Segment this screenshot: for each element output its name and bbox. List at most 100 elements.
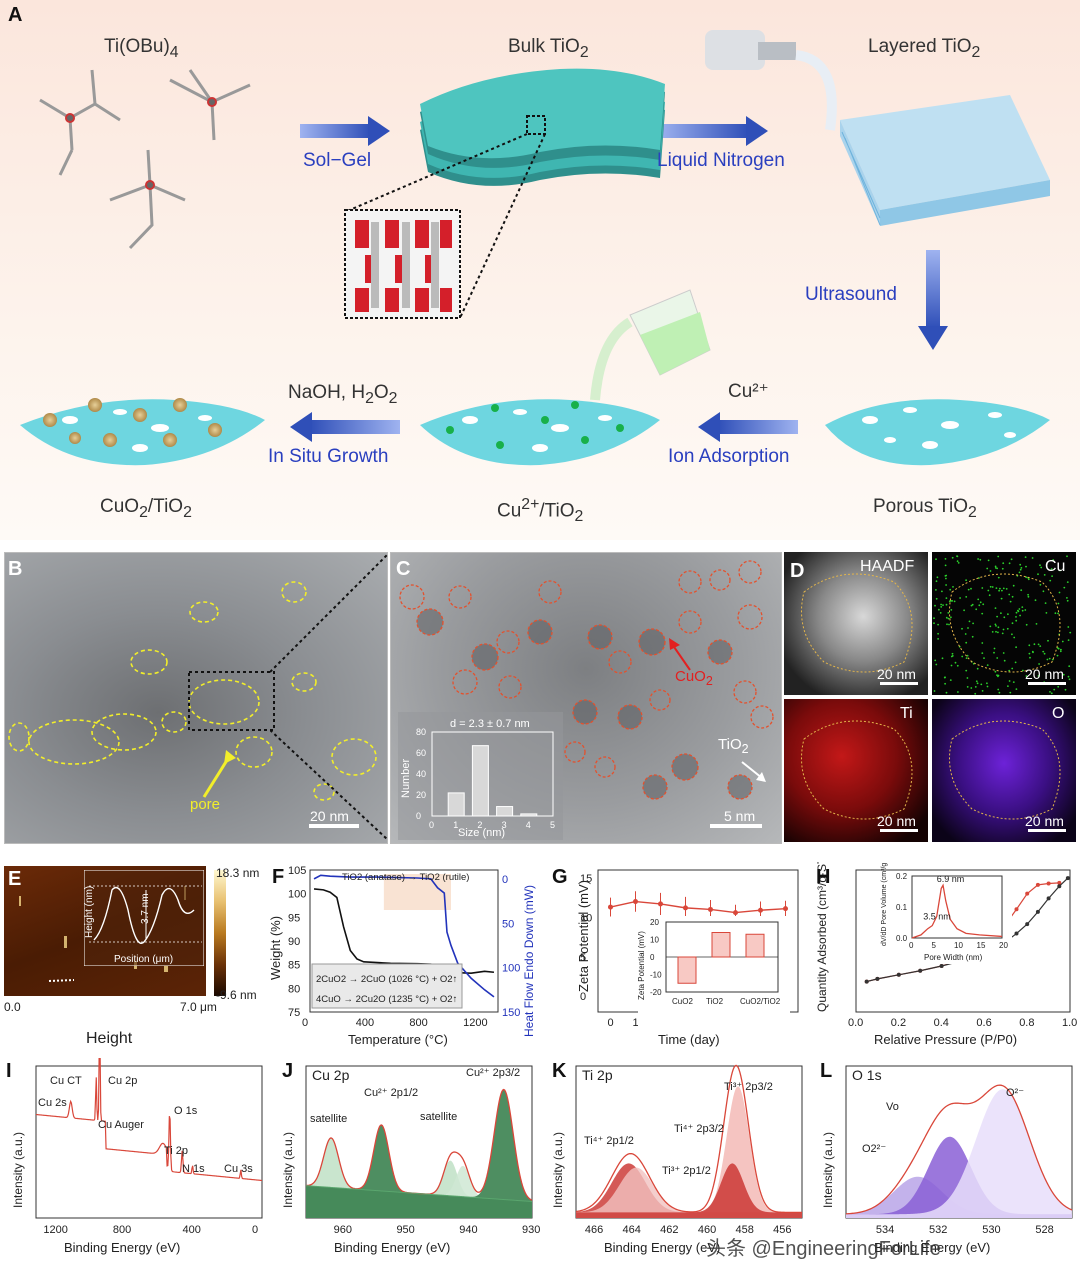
f-xlabel: Temperature (°C) (348, 1032, 448, 1047)
h-inset-xtick: 10 (954, 941, 963, 950)
f-ytick: 105 (288, 865, 306, 877)
cu-signal-dot (965, 579, 967, 582)
cu-signal-dot (1025, 576, 1028, 579)
hist-xtick: 2 (477, 820, 482, 830)
cu-signal-dot (1009, 600, 1012, 603)
scale-d2: 20 nm (1025, 666, 1064, 682)
xps-xlabel: Binding Energy (eV) (874, 1240, 990, 1255)
i-peak-label: N 1s (182, 1163, 205, 1175)
cu-signal-dot (951, 652, 954, 655)
panel-label-h: H (816, 866, 831, 888)
xps-ylabel: Intensity (a.u.) (821, 1132, 835, 1208)
cu-signal-dot (938, 608, 940, 611)
pore-label: pore (190, 796, 221, 813)
panel-label-j: J (282, 1060, 294, 1082)
cu-signal-dot (1039, 645, 1042, 647)
f-ytick: 95 (288, 912, 300, 924)
cu-signal-dot (986, 685, 989, 688)
panel-label-g: G (552, 866, 568, 888)
cu-signal-dot (940, 603, 942, 606)
cu-signal-dot (967, 627, 969, 629)
k-a: Ti⁴⁺ 2p1/2 (584, 1135, 634, 1147)
scale-b: 20 nm (310, 808, 349, 824)
cu-signal-dot (994, 565, 997, 568)
cu-signal-dot (1066, 599, 1069, 602)
cu-signal-dot (1021, 606, 1024, 608)
cu-signal-dot (998, 589, 1000, 592)
cu-signal-dot (1008, 669, 1011, 672)
h-inset-bg (878, 872, 1012, 964)
f-eq-box (311, 963, 463, 1009)
afm-caption: Height (86, 1030, 133, 1047)
cu-signal-dot (975, 608, 978, 611)
h-point (1065, 876, 1070, 881)
cu-signal-dot (1003, 616, 1006, 619)
cu-signal-dot (1008, 680, 1011, 682)
cu-signal-dot (1061, 640, 1064, 643)
cu-signal-dot (963, 609, 965, 612)
cu-signal-dot (1060, 648, 1062, 651)
cu-signal-dot (1028, 652, 1031, 655)
f-ylabel: Weight (%) (268, 916, 283, 980)
eds-overlay (801, 555, 1072, 832)
h-point (864, 979, 869, 984)
cu-signal-dot (945, 691, 948, 694)
phase-shade (383, 874, 451, 910)
cu-signal-dot (933, 622, 935, 625)
g-point (608, 904, 613, 910)
i-peak-label: Ti 2p (164, 1145, 188, 1157)
cu-signal-dot (1027, 578, 1030, 581)
cuo2-tio2-label: CuO2/TiO2 (100, 496, 192, 521)
porous-tio2-sheet (825, 399, 1050, 466)
cu-signal-dot (957, 562, 960, 564)
cu-signal-dot (989, 585, 992, 588)
f-ytick: 90 (288, 936, 300, 948)
cu-tio2-label: Cu2+/TiO2 (497, 496, 584, 526)
h-xlabel: Relative Pressure (P/P0) (874, 1032, 1017, 1047)
h-point (875, 976, 880, 981)
porous-tio2-label: Porous TiO2 (873, 496, 977, 521)
l-envelope (845, 1084, 1073, 1215)
in-situ-label: In Situ Growth (268, 446, 389, 467)
cu-signal-dot (1031, 650, 1034, 653)
cu-signal-dot (964, 633, 967, 635)
cu-signal-dot (933, 690, 936, 692)
cu-signal-dot (934, 604, 936, 607)
cu-signal-dot (1039, 564, 1041, 567)
g-point (758, 907, 763, 913)
cu-signal-dot (1042, 590, 1045, 593)
cu-signal-dot (1059, 650, 1062, 653)
cu-signal-dot (1050, 692, 1053, 695)
cu-signal-dot (951, 600, 954, 602)
cu-signal-dot (993, 651, 995, 654)
o-map (932, 699, 1076, 842)
cu-signal-dot (997, 555, 1000, 558)
cu-signal-dot (1037, 643, 1040, 646)
xps-xtick: 930 (522, 1224, 540, 1236)
cu2plus-label: Cu²⁺ (728, 381, 769, 402)
haadf-map (784, 552, 928, 695)
cu-signal-dot (975, 680, 978, 683)
cu-signal-dot (986, 664, 989, 666)
i-peak-label: Cu CT (50, 1075, 82, 1087)
cu-signal-dot (935, 558, 937, 561)
cu-signal-dot (998, 691, 1001, 694)
hist-xtick: 1 (453, 820, 458, 830)
f-ytick: 85 (288, 960, 300, 972)
cu-signal-dot (1021, 609, 1024, 612)
cu-signal-dot (966, 677, 969, 679)
cuo2-tio2-sheet (20, 398, 265, 466)
cu-signal-dot (997, 688, 1000, 691)
cu-signal-dot (1039, 583, 1042, 586)
cu-signal-dot (1049, 579, 1052, 582)
cu-signal-dot (1043, 574, 1046, 576)
xps-xtick: 462 (660, 1224, 678, 1236)
cu-signal-dot (978, 604, 981, 607)
panel-label-f: F (272, 866, 285, 888)
i-peak-label: Cu 3s (224, 1163, 253, 1175)
tio2-label-c: TiO2 (718, 736, 749, 756)
l-title: O 1s (852, 1067, 882, 1083)
cu-signal-dot (1007, 685, 1009, 687)
cu-signal-dot (972, 622, 974, 625)
f-eq1: 2CuO2 → 2CuO (1026 °C) + O2↑ (316, 974, 457, 985)
